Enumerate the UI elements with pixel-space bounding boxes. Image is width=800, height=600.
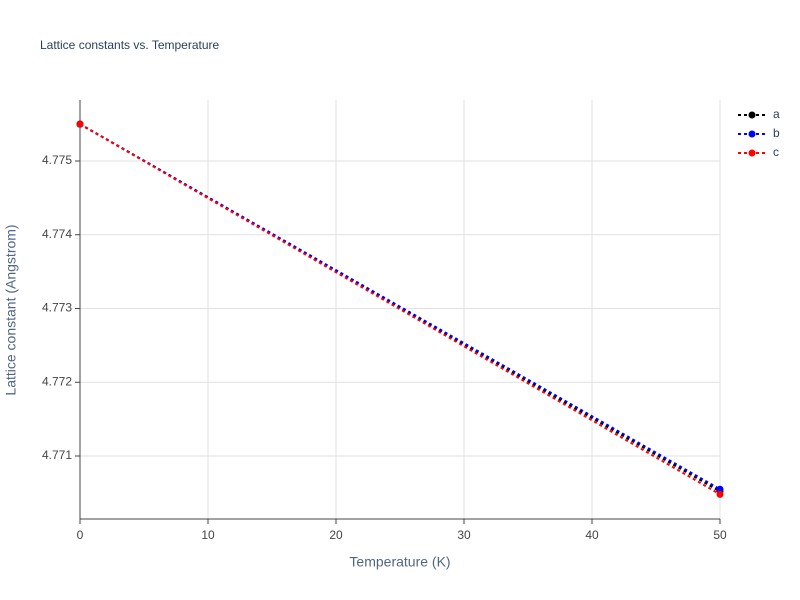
legend-label: b [773,126,780,140]
x-tick-label: 40 [585,528,599,542]
legend-label: a [773,107,780,121]
data-point [76,120,84,128]
y-tick-label: 4.771 [42,448,72,462]
y-tick-label: 4.775 [42,153,72,167]
x-tick-label: 10 [201,528,215,542]
x-tick-label: 50 [713,528,727,542]
legend-marker [748,111,756,119]
data-point [716,485,724,493]
legend-marker [748,149,756,157]
y-tick-label: 4.773 [42,301,72,315]
x-tick-label: 30 [457,528,471,542]
series-line [79,123,721,496]
legend-label: c [773,145,779,159]
y-tick-label: 4.772 [42,374,72,388]
y-tick-label: 4.774 [42,227,72,241]
legend-marker [748,130,756,138]
chart-title: Lattice constants vs. Temperature [40,38,220,52]
data-point [716,490,724,498]
x-tick-label: 0 [77,528,84,542]
x-axis-label: Temperature (K) [349,554,450,570]
y-axis-label: Lattice constant (Angstrom) [3,224,19,395]
x-tick-label: 20 [329,528,343,542]
